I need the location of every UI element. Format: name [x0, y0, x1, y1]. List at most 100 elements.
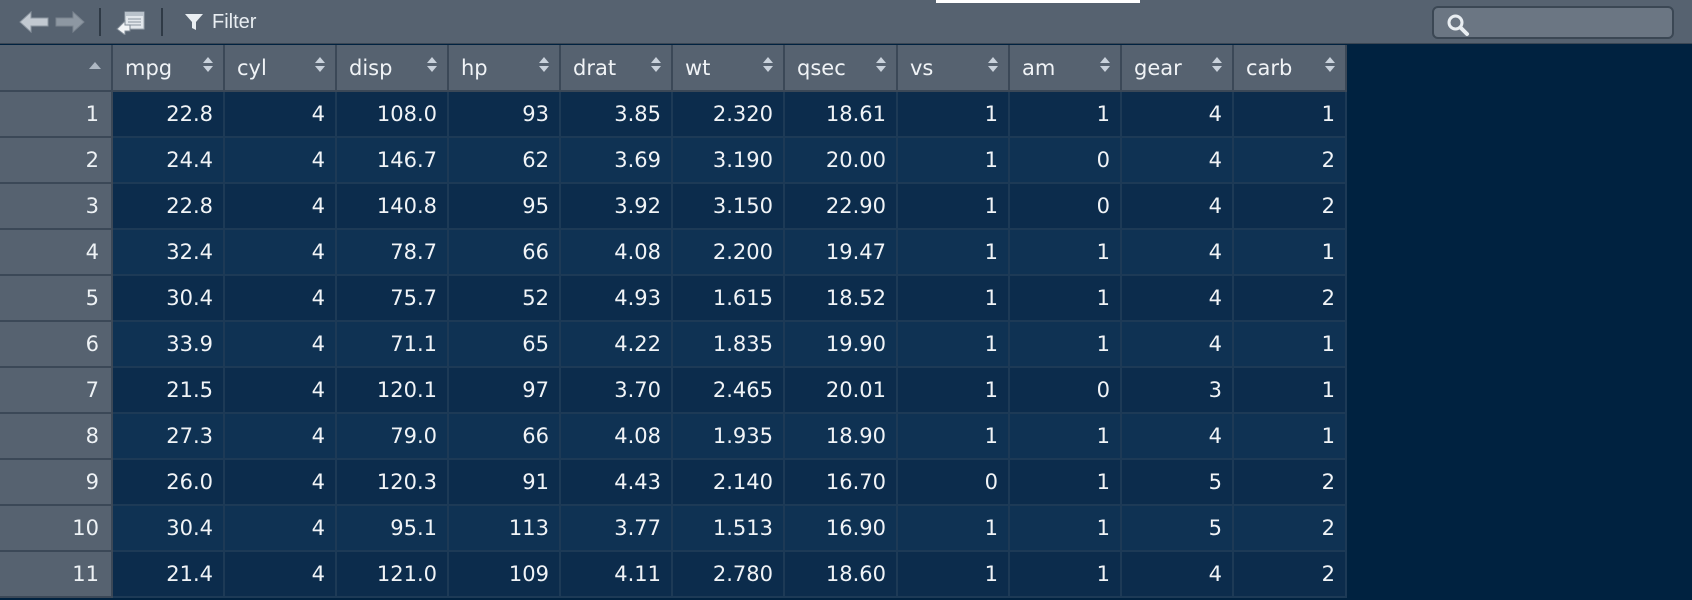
sort-down-arrow-icon — [315, 66, 325, 72]
popout-button[interactable] — [116, 0, 146, 44]
table-cell-gear: 5 — [1121, 505, 1234, 552]
sort-up-arrow-icon — [1325, 57, 1335, 63]
sort-toggle-icon[interactable] — [988, 57, 998, 72]
table-row[interactable]: 1 22.8 4 108.0 93 3.85 2.320 18.61 1 1 4 1 — [0, 91, 1347, 138]
table-cell-carb: 1 — [1233, 321, 1347, 368]
table-cell-carb: 2 — [1233, 183, 1347, 230]
search-box[interactable] — [1432, 6, 1674, 39]
table-cell-wt: 2.780 — [672, 551, 785, 598]
search-input[interactable] — [1476, 12, 1662, 34]
filter-funnel-icon — [185, 14, 203, 30]
sort-down-arrow-icon — [651, 66, 661, 72]
table-cell-hp: 97 — [448, 367, 561, 414]
sort-toggle-icon[interactable] — [651, 57, 661, 72]
table-row[interactable]: 8 27.3 4 79.0 66 4.08 1.935 18.90 1 1 4 1 — [0, 413, 1347, 460]
table-row[interactable]: 5 30.4 4 75.7 52 4.93 1.615 18.52 1 1 4 2 — [0, 275, 1347, 322]
column-header-am[interactable]: am — [1009, 45, 1122, 92]
row-names-header[interactable] — [0, 45, 113, 92]
table-cell-carb: 2 — [1233, 275, 1347, 322]
column-header-qsec[interactable]: qsec — [784, 45, 898, 92]
table-cell-qsec: 18.61 — [784, 91, 898, 138]
table-row[interactable]: 7 21.5 4 120.1 97 3.70 2.465 20.01 1 0 3 1 — [0, 367, 1347, 414]
table-cell-drat: 3.69 — [560, 137, 673, 184]
sort-down-arrow-icon — [988, 66, 998, 72]
table-cell-gear: 4 — [1121, 183, 1234, 230]
table-cell-disp: 121.0 — [336, 551, 449, 598]
column-header-drat[interactable]: drat — [560, 45, 673, 92]
toolbar-accent-line — [936, 0, 1140, 3]
row-name: 7 — [0, 367, 113, 414]
table-cell-gear: 4 — [1121, 321, 1234, 368]
table-row[interactable]: 3 22.8 4 140.8 95 3.92 3.150 22.90 1 0 4 2 — [0, 183, 1347, 230]
table-cell-mpg: 30.4 — [112, 505, 225, 552]
column-header-vs[interactable]: vs — [897, 45, 1010, 92]
table-cell-drat: 4.43 — [560, 459, 673, 506]
table-cell-gear: 5 — [1121, 459, 1234, 506]
sort-up-arrow-icon — [203, 57, 213, 63]
table-cell-disp: 146.7 — [336, 137, 449, 184]
column-header-disp[interactable]: disp — [336, 45, 449, 92]
column-header-hp[interactable]: hp — [448, 45, 561, 92]
data-viewer-toolbar: Filter — [0, 0, 1692, 44]
arrow-right-icon — [55, 10, 85, 34]
row-name: 8 — [0, 413, 113, 460]
table-cell-mpg: 32.4 — [112, 229, 225, 276]
table-cell-drat: 3.85 — [560, 91, 673, 138]
table-row[interactable]: 11 21.4 4 121.0 109 4.11 2.780 18.60 1 1 4 2 — [0, 551, 1347, 598]
table-row[interactable]: 4 32.4 4 78.7 66 4.08 2.200 19.47 1 1 4 1 — [0, 229, 1347, 276]
table-cell-vs: 1 — [897, 367, 1010, 414]
table-cell-mpg: 22.8 — [112, 91, 225, 138]
table-cell-gear: 3 — [1121, 367, 1234, 414]
sort-toggle-icon[interactable] — [1100, 57, 1110, 72]
table-cell-carb: 2 — [1233, 137, 1347, 184]
table-cell-vs: 1 — [897, 137, 1010, 184]
row-name: 2 — [0, 137, 113, 184]
column-header-label: mpg — [125, 55, 173, 80]
table-cell-drat: 3.77 — [560, 505, 673, 552]
sort-toggle-icon[interactable] — [539, 57, 549, 72]
data-grid: mpg cyl disp hp drat wt qsec vs am gear carb 1 22.8… — [0, 45, 1347, 598]
table-cell-am: 1 — [1009, 413, 1122, 460]
table-cell-am: 1 — [1009, 505, 1122, 552]
sort-toggle-icon[interactable] — [315, 57, 325, 72]
table-cell-mpg: 26.0 — [112, 459, 225, 506]
table-cell-wt: 1.835 — [672, 321, 785, 368]
table-cell-wt: 2.320 — [672, 91, 785, 138]
sort-toggle-icon[interactable] — [1212, 57, 1222, 72]
table-cell-disp: 120.3 — [336, 459, 449, 506]
table-cell-gear: 4 — [1121, 137, 1234, 184]
column-header-mpg[interactable]: mpg — [112, 45, 225, 92]
column-header-carb[interactable]: carb — [1233, 45, 1347, 92]
sort-toggle-icon[interactable] — [1325, 57, 1335, 72]
column-header-gear[interactable]: gear — [1121, 45, 1234, 92]
sort-toggle-icon[interactable] — [203, 57, 213, 72]
table-cell-wt: 1.935 — [672, 413, 785, 460]
table-cell-qsec: 19.47 — [784, 229, 898, 276]
arrow-left-icon — [19, 10, 49, 34]
sort-up-arrow-icon — [876, 57, 886, 63]
table-row[interactable]: 6 33.9 4 71.1 65 4.22 1.835 19.90 1 1 4 1 — [0, 321, 1347, 368]
toolbar-divider — [99, 8, 101, 36]
table-cell-vs: 1 — [897, 275, 1010, 322]
table-cell-disp: 108.0 — [336, 91, 449, 138]
search-icon — [1447, 14, 1469, 36]
table-row[interactable]: 10 30.4 4 95.1 113 3.77 1.513 16.90 1 1 5 2 — [0, 505, 1347, 552]
table-row[interactable]: 9 26.0 4 120.3 91 4.43 2.140 16.70 0 1 5 2 — [0, 459, 1347, 506]
table-cell-carb: 1 — [1233, 413, 1347, 460]
table-cell-vs: 1 — [897, 229, 1010, 276]
table-cell-mpg: 21.4 — [112, 551, 225, 598]
sort-toggle-icon[interactable] — [763, 57, 773, 72]
filter-button[interactable]: Filter — [184, 0, 256, 44]
forward-button[interactable] — [54, 0, 86, 44]
table-cell-vs: 1 — [897, 183, 1010, 230]
table-row[interactable]: 2 24.4 4 146.7 62 3.69 3.190 20.00 1 0 4 2 — [0, 137, 1347, 184]
column-header-cyl[interactable]: cyl — [224, 45, 337, 92]
sort-toggle-icon[interactable] — [427, 57, 437, 72]
column-header-label: hp — [461, 55, 488, 80]
row-name: 6 — [0, 321, 113, 368]
back-button[interactable] — [18, 0, 50, 44]
column-header-wt[interactable]: wt — [672, 45, 785, 92]
table-cell-cyl: 4 — [224, 137, 337, 184]
column-header-label: qsec — [797, 55, 846, 80]
sort-toggle-icon[interactable] — [876, 57, 886, 72]
